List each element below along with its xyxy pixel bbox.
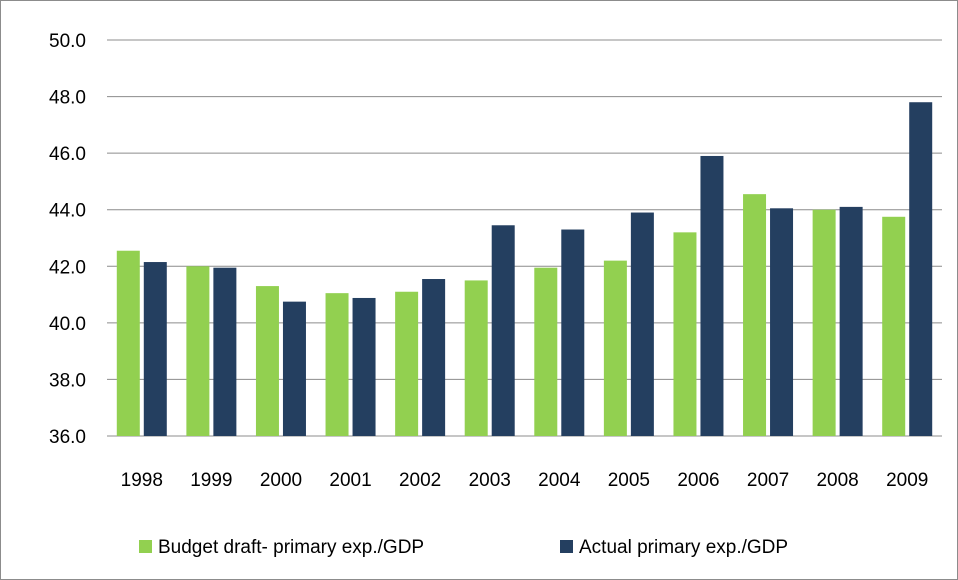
x-tick-label: 2004 xyxy=(538,470,581,491)
bar-actual-2005 xyxy=(630,212,654,436)
bar-actual-2004 xyxy=(561,229,585,436)
x-tick-label: 2006 xyxy=(677,470,719,491)
bar-actual-2002 xyxy=(422,279,446,436)
x-tick-label: 2007 xyxy=(747,470,789,491)
legend-label-actual: Actual primary exp./GDP xyxy=(579,537,788,558)
bar-actual-1998 xyxy=(143,262,167,436)
y-tick-label: 50.0 xyxy=(49,31,86,52)
bar-budget-2008 xyxy=(812,209,836,436)
y-tick-label: 42.0 xyxy=(49,257,86,278)
x-tick-label: 2001 xyxy=(329,470,371,491)
gridlines xyxy=(107,39,942,437)
x-tick-label: 2008 xyxy=(816,470,858,491)
y-tick-label: 38.0 xyxy=(49,370,86,391)
y-tick-label: 46.0 xyxy=(49,144,86,165)
x-tick-label: 2009 xyxy=(886,470,928,491)
legend: Budget draft- primary exp./GDP Actual pri… xyxy=(139,537,788,558)
bar-budget-1998 xyxy=(116,250,140,436)
bar-budget-1999 xyxy=(186,266,210,436)
legend-label-budget: Budget draft- primary exp./GDP xyxy=(158,537,424,558)
bar-actual-2003 xyxy=(491,225,515,436)
bar-budget-2006 xyxy=(673,232,697,436)
x-tick-label: 2003 xyxy=(469,470,511,491)
x-tick-label: 1998 xyxy=(121,470,163,491)
bar-budget-2001 xyxy=(325,293,349,436)
bar-actual-1999 xyxy=(213,267,237,436)
x-tick-label: 1999 xyxy=(190,470,232,491)
bar-actual-2009 xyxy=(909,102,933,436)
bar-actual-2000 xyxy=(282,301,306,436)
bar-budget-2002 xyxy=(395,291,419,436)
y-tick-label: 36.0 xyxy=(49,427,86,448)
legend-swatch-actual xyxy=(560,540,573,553)
bar-budget-2000 xyxy=(255,286,279,436)
y-axis-tick-labels: 36.0 38.0 40.0 42.0 44.0 46.0 48.0 50.0 xyxy=(49,31,86,448)
bar-budget-2005 xyxy=(603,260,627,436)
bar-budget-2007 xyxy=(743,194,767,436)
y-tick-label: 48.0 xyxy=(49,88,86,109)
x-tick-label: 2002 xyxy=(399,470,441,491)
bar-budget-2003 xyxy=(464,280,488,436)
bar-actual-2007 xyxy=(770,208,794,436)
bars xyxy=(116,102,933,436)
bar-actual-2008 xyxy=(839,206,863,436)
bar-budget-2009 xyxy=(882,216,906,436)
legend-swatch-budget xyxy=(139,540,152,553)
x-axis-category-labels: 1998 1999 2000 2001 2002 2003 2004 2005 2006 2007… xyxy=(121,470,929,491)
x-tick-label: 2005 xyxy=(608,470,650,491)
bar-actual-2006 xyxy=(700,155,724,436)
x-tick-label: 2000 xyxy=(260,470,302,491)
y-tick-label: 40.0 xyxy=(49,314,86,335)
y-tick-label: 44.0 xyxy=(49,201,86,222)
bar-budget-2004 xyxy=(534,267,558,436)
bar-actual-2001 xyxy=(352,297,376,436)
